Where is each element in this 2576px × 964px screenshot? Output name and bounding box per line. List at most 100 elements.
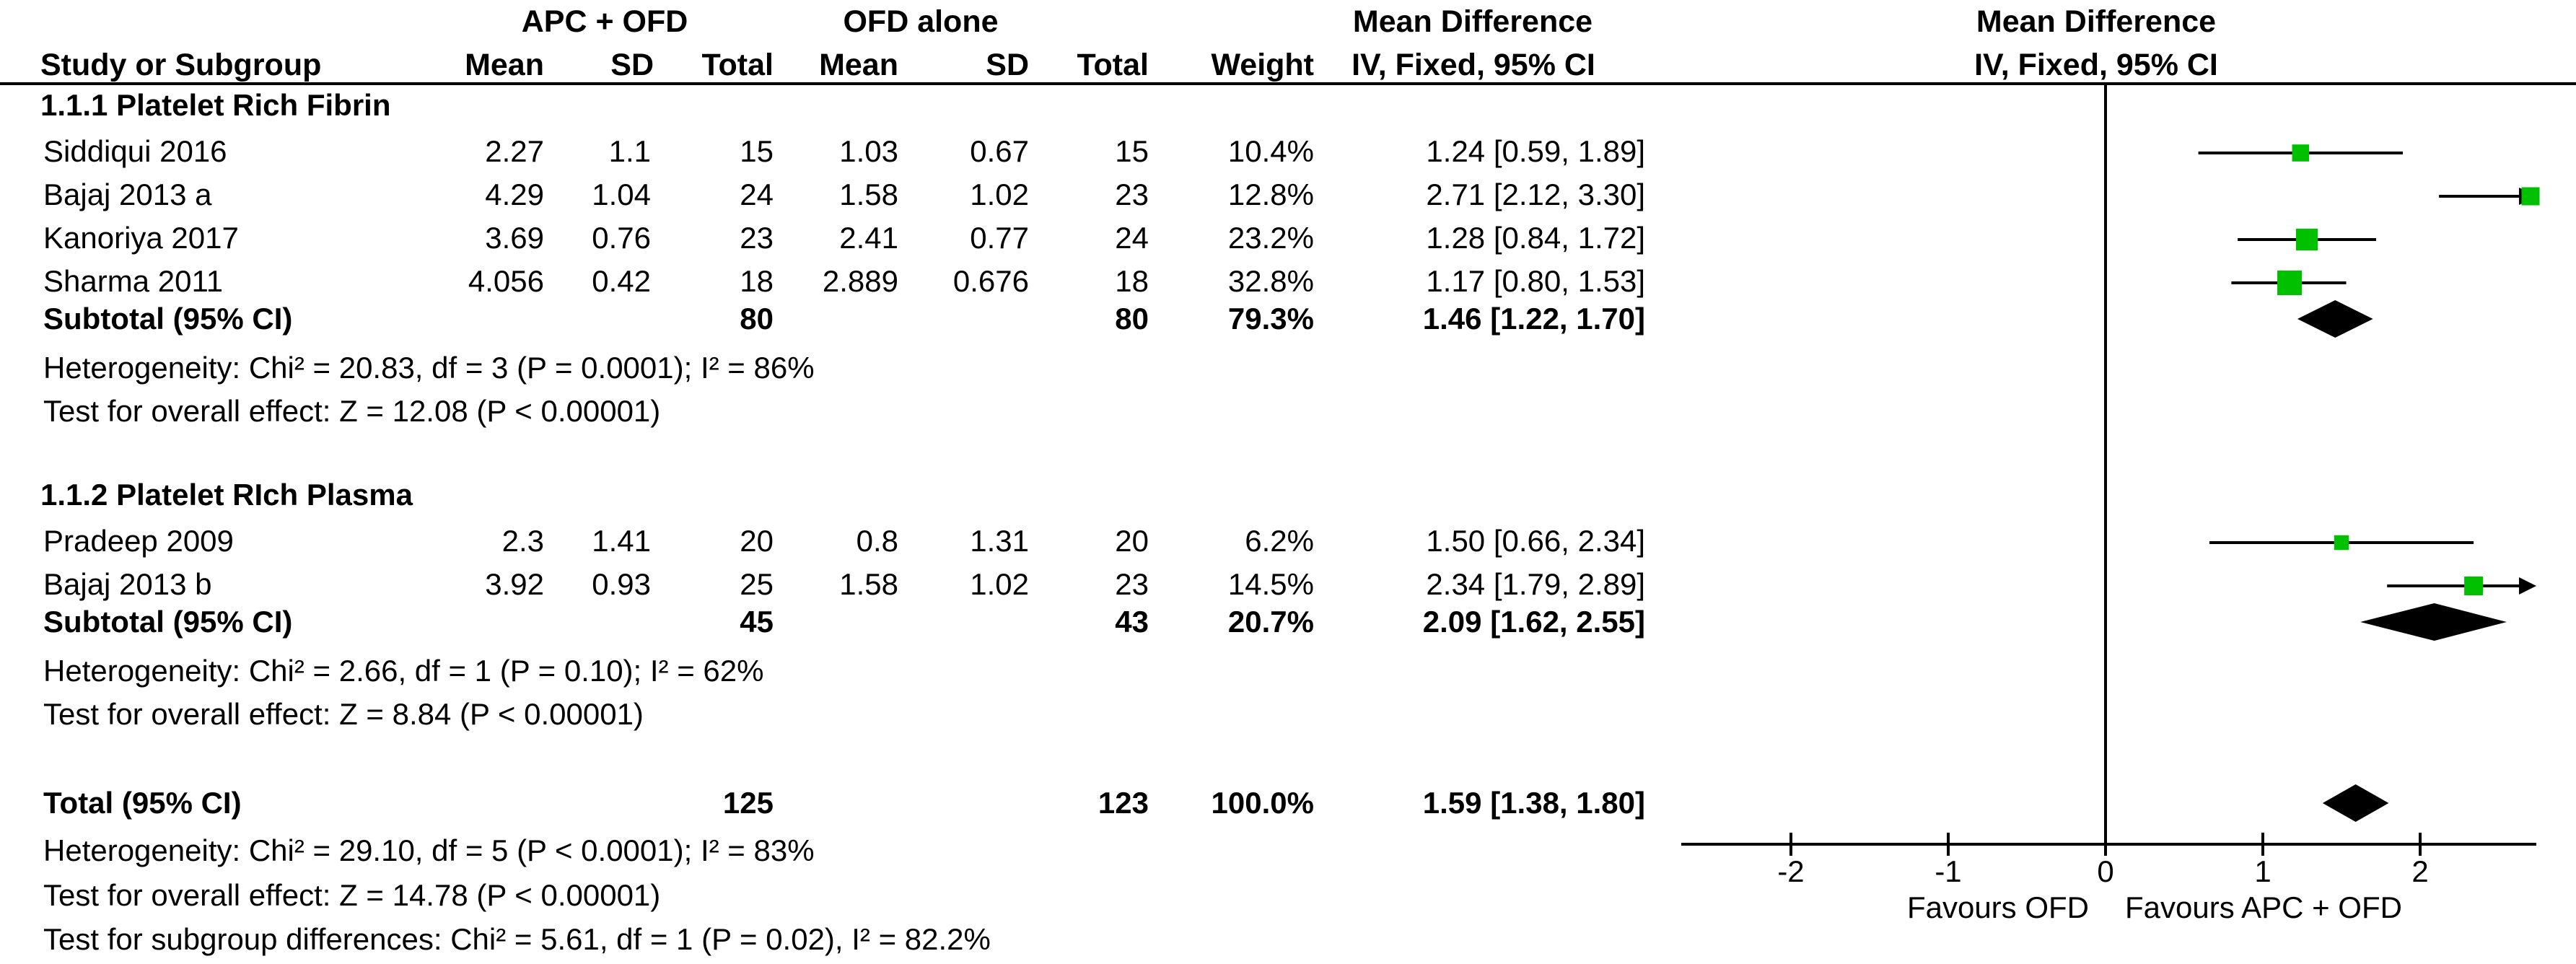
favours-right-label: Favours APC + OFD — [2125, 890, 2402, 924]
study-total1: 20 — [740, 524, 774, 558]
heterogeneity-text: Heterogeneity: Chi² = 2.66, df = 1 (P = … — [43, 654, 763, 688]
study-total2: 24 — [1115, 221, 1149, 255]
study-name: Bajaj 2013 b — [43, 567, 212, 601]
study-weight: 6.2% — [1245, 524, 1314, 558]
study-mean2: 1.03 — [839, 134, 898, 168]
subgroup-title: 1.1.2 Platelet RIch Plasma — [40, 478, 413, 512]
sd2-header: SD — [986, 48, 1029, 82]
x-axis: -2 -1 0 1 2 Favours OFD Favours APC + OFD — [1681, 84, 2536, 924]
study-sd2: 1.02 — [970, 178, 1029, 211]
study-total2: 18 — [1115, 264, 1149, 298]
study-total2: 23 — [1115, 178, 1149, 211]
overall-effect-text: Test for overall effect: Z = 8.84 (P < 0… — [43, 697, 644, 731]
study-ci: 1.50 [0.66, 2.34] — [1426, 524, 1645, 558]
method-text-header: IV, Fixed, 95% CI — [1351, 48, 1595, 82]
study-sd2: 1.31 — [970, 524, 1029, 558]
plot-marks — [2198, 144, 2540, 822]
subtotal-weight: 79.3% — [1228, 302, 1314, 336]
study-1-1-square — [2464, 577, 2484, 595]
group2-header: OFD alone — [843, 4, 998, 39]
method-plot-header: IV, Fixed, 95% CI — [1974, 48, 2218, 82]
total-weight: 100.0% — [1212, 786, 1314, 820]
study-ci: 1.17 [0.80, 1.53] — [1426, 264, 1645, 298]
total1-header: Total — [701, 48, 774, 82]
favours-left-label: Favours OFD — [1907, 890, 2089, 924]
study-total1: 25 — [740, 567, 774, 601]
study-mean2: 1.58 — [839, 567, 898, 601]
study-mean2: 2.889 — [823, 264, 898, 298]
study-total2: 23 — [1115, 567, 1149, 601]
study-mean2: 0.8 — [857, 524, 898, 558]
study-sd1: 0.93 — [592, 567, 651, 601]
axis-tick-label: 2 — [2411, 854, 2428, 888]
study-sd2: 0.676 — [953, 264, 1029, 298]
study-total1: 24 — [740, 178, 774, 211]
subtotal-total2: 43 — [1115, 605, 1149, 639]
subtotal-ci: 1.46 [1.22, 1.70] — [1423, 302, 1645, 336]
study-total2: 20 — [1115, 524, 1149, 558]
study-total1: 23 — [740, 221, 774, 255]
total-label: Total (95% CI) — [43, 786, 242, 820]
mean1-header: Mean — [465, 48, 544, 82]
subgroup-title: 1.1.1 Platelet Rich Fibrin — [40, 88, 390, 122]
study-sd1: 1.1 — [609, 134, 651, 168]
subtotal-total1: 80 — [740, 302, 774, 336]
study-sd1: 1.04 — [592, 178, 651, 211]
study-ci: 2.34 [1.79, 2.89] — [1426, 567, 1645, 601]
study-name: Bajaj 2013 a — [43, 178, 212, 211]
study-sd1: 1.41 — [592, 524, 651, 558]
axis-tick-label: 1 — [2254, 854, 2271, 888]
study-weight: 14.5% — [1228, 567, 1314, 601]
study-sd2: 0.77 — [970, 221, 1029, 255]
footer-subgroup-differences: Test for subgroup differences: Chi² = 5.… — [43, 922, 991, 956]
total-diamond — [2322, 784, 2389, 822]
study-1-0-square — [2334, 535, 2349, 551]
study-mean1: 2.27 — [485, 134, 544, 168]
study-0-0-square — [2292, 144, 2310, 162]
md-text-header: Mean Difference — [1353, 4, 1593, 39]
study-mean1: 4.29 — [485, 178, 544, 211]
study-0-3-square — [2277, 270, 2303, 296]
footer-overall-effect: Test for overall effect: Z = 14.78 (P < … — [43, 878, 660, 912]
group1-header: APC + OFD — [522, 4, 688, 39]
subtotal-weight: 20.7% — [1228, 605, 1314, 639]
heterogeneity-text: Heterogeneity: Chi² = 20.83, df = 3 (P =… — [43, 351, 815, 385]
study-mean2: 2.41 — [839, 221, 898, 255]
study-0-2-square — [2295, 228, 2318, 251]
study-col-header: Study or Subgroup — [40, 48, 321, 82]
total-total2: 123 — [1098, 786, 1149, 820]
total-ci: 1.59 [1.38, 1.80] — [1423, 786, 1645, 820]
total-total1: 125 — [723, 786, 774, 820]
study-0-1-square — [2521, 187, 2540, 206]
study-name: Sharma 2011 — [43, 264, 223, 298]
sd1-header: SD — [610, 48, 654, 82]
subtotal-label: Subtotal (95% CI) — [43, 605, 292, 639]
study-total1: 15 — [740, 134, 774, 168]
subtotal-ci: 2.09 [1.62, 2.55] — [1423, 605, 1645, 639]
overall-effect-text: Test for overall effect: Z = 12.08 (P < … — [43, 394, 660, 428]
study-total1: 18 — [740, 264, 774, 298]
study-mean1: 3.92 — [485, 567, 544, 601]
study-sd2: 1.02 — [970, 567, 1029, 601]
study-weight: 10.4% — [1228, 134, 1314, 168]
study-mean1: 4.056 — [468, 264, 544, 298]
study-sd1: 0.76 — [592, 221, 651, 255]
md-plot-header: Mean Difference — [1976, 4, 2216, 39]
study-1-1-ci-arrow — [2519, 577, 2536, 595]
study-ci: 2.71 [2.12, 3.30] — [1426, 178, 1645, 211]
study-sd1: 0.42 — [592, 264, 651, 298]
table-rows: 1.1.1 Platelet Rich Fibrin Siddiqui 2016 2… — [40, 88, 1645, 956]
study-mean1: 3.69 — [485, 221, 544, 255]
study-name: Siddiqui 2016 — [43, 134, 227, 168]
total2-header: Total — [1077, 48, 1149, 82]
axis-tick-label: 0 — [2097, 854, 2113, 888]
subtotal-total2: 80 — [1115, 302, 1149, 336]
study-weight: 12.8% — [1228, 178, 1314, 211]
subtotal-diamond-0 — [2297, 300, 2373, 338]
study-weight: 32.8% — [1228, 264, 1314, 298]
study-name: Pradeep 2009 — [43, 524, 234, 558]
study-name: Kanoriya 2017 — [43, 221, 239, 255]
study-ci: 1.24 [0.59, 1.89] — [1426, 134, 1645, 168]
study-ci: 1.28 [0.84, 1.72] — [1426, 221, 1645, 255]
